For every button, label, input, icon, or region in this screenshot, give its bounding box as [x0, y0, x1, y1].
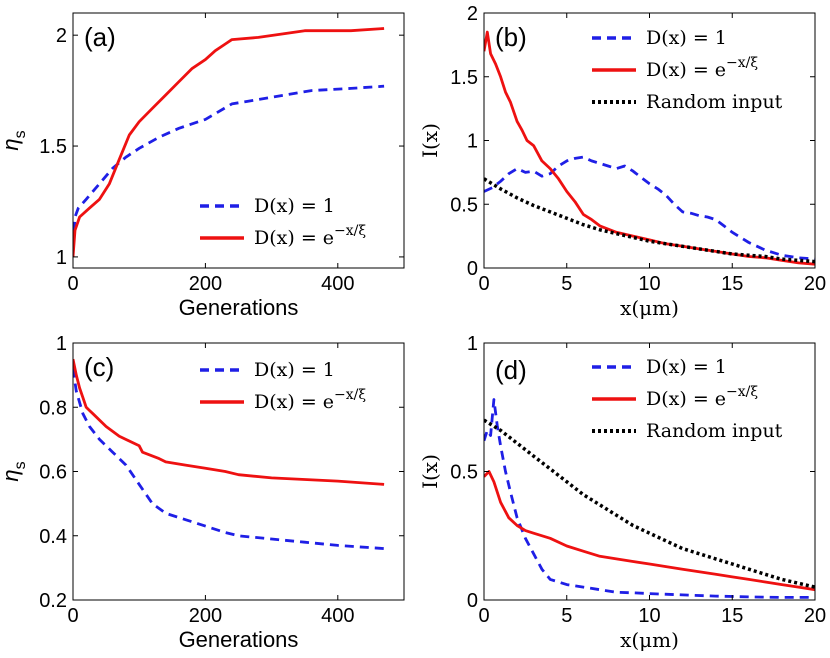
- legend-superscript: −x/ξ: [334, 387, 366, 403]
- y-tick-label: 0.5: [450, 194, 478, 216]
- y-axis-label-sub: s: [12, 130, 29, 138]
- y-axis-label: I(x): [418, 123, 442, 158]
- y-tick-label: 2: [56, 25, 67, 47]
- y-tick-label: 0.2: [39, 590, 67, 612]
- x-tick-label: 200: [189, 273, 222, 295]
- x-tick-label: 200: [189, 605, 222, 627]
- axes-frame: [72, 12, 405, 269]
- legend-superscript: −x/ξ: [726, 384, 758, 400]
- y-axis-label: ηs: [0, 130, 29, 150]
- x-axis-label: Generations: [179, 295, 299, 320]
- series-line-1: [484, 470, 815, 592]
- x-axis-label: x(μm): [620, 296, 679, 320]
- x-tick-label: 20: [804, 605, 826, 627]
- x-axis-label: Generations: [179, 627, 299, 652]
- y-tick-label: 1: [467, 131, 478, 153]
- series-line-2: [484, 177, 815, 264]
- panel-label: (a): [84, 22, 116, 52]
- x-tick-label: 400: [321, 605, 354, 627]
- series-line-2: [484, 418, 815, 589]
- x-tick-label: 0: [67, 605, 78, 627]
- legend-entry-1: D(x) = e−x/ξ: [646, 384, 758, 410]
- legend-text: D(x) = 1: [646, 356, 727, 378]
- y-axis-label: I(x): [418, 454, 442, 489]
- panel-label: (b): [495, 22, 527, 52]
- legend-text: Random input: [646, 420, 783, 442]
- y-tick-label: 1: [56, 333, 67, 355]
- panel-label: (d): [495, 355, 527, 385]
- y-tick-label: 2: [467, 3, 478, 25]
- axes-frame: [72, 342, 405, 601]
- x-tick-label: 20: [804, 273, 826, 295]
- legend-entry-0: D(x) = 1: [254, 195, 335, 217]
- x-tick-label: 10: [638, 273, 660, 295]
- series-line-1: [73, 358, 385, 486]
- panel-2: 0 200 400 0.2 0.4 0.6 0.8 1 Generations ηs (c) D(x)…: [0, 333, 405, 652]
- legend-entry-0: D(x) = 1: [254, 359, 335, 381]
- y-axis-label-main: η: [0, 469, 23, 481]
- legend-text: D(x) = e: [646, 388, 726, 410]
- x-tick-label: 15: [721, 273, 743, 295]
- y-tick-label: 1.5: [39, 136, 67, 158]
- x-tick-label: 0: [478, 273, 489, 295]
- x-axis-label: x(μm): [620, 628, 679, 652]
- y-tick-label: 1: [56, 247, 67, 269]
- axes-frame: [483, 12, 816, 269]
- series-line-1: [73, 27, 385, 258]
- panel-1: 0 5 10 15 20 0 0.5 1 1.5 2 x(μm) I(x) (b) D(x) = 1 D(x…: [418, 3, 826, 320]
- legend-entry-2: Random input: [646, 91, 783, 113]
- legend-entry-2: Random input: [646, 420, 783, 442]
- legend-text: D(x) = 1: [254, 359, 335, 381]
- y-axis-label: ηs: [0, 461, 29, 481]
- legend-text: D(x) = e: [254, 227, 334, 249]
- y-axis-label-sub: s: [12, 461, 29, 469]
- legend-text: D(x) = e: [646, 59, 726, 81]
- x-tick-label: 400: [321, 273, 354, 295]
- legend-text: Random input: [646, 91, 783, 113]
- x-tick-label: 5: [561, 273, 572, 295]
- y-tick-label: 0.6: [39, 462, 67, 484]
- axes-frame: [483, 342, 816, 601]
- y-tick-label: 1.5: [450, 67, 478, 89]
- x-tick-label: 0: [478, 605, 489, 627]
- y-tick-label: 0.5: [450, 462, 478, 484]
- y-tick-label: 0: [467, 590, 478, 612]
- legend-superscript: −x/ξ: [334, 223, 366, 239]
- y-tick-label: 0.4: [39, 526, 67, 548]
- series-line-0: [484, 155, 815, 261]
- panel-0: 0 200 400 1 1.5 2 Generations ηs (a) D(x) = 1 D(x)…: [0, 12, 405, 320]
- legend-entry-1: D(x) = e−x/ξ: [254, 387, 366, 413]
- x-tick-label: 0: [67, 273, 78, 295]
- legend-text: D(x) = 1: [646, 27, 727, 49]
- y-tick-label: 1: [467, 333, 478, 355]
- legend-entry-0: D(x) = 1: [646, 356, 727, 378]
- y-tick-label: 0.8: [39, 397, 67, 419]
- x-tick-label: 15: [721, 605, 743, 627]
- x-tick-label: 5: [561, 605, 572, 627]
- legend-entry-1: D(x) = e−x/ξ: [254, 223, 366, 249]
- series-line-0: [73, 84, 385, 246]
- x-tick-label: 10: [638, 605, 660, 627]
- y-tick-label: 0: [467, 258, 478, 280]
- series-line-0: [484, 398, 815, 599]
- legend-entry-1: D(x) = e−x/ξ: [646, 55, 758, 81]
- panel-3: 0 5 10 15 20 0 0.5 1 x(μm) I(x) (d) D(x) = 1 D(x) = …: [418, 333, 826, 652]
- legend-entry-0: D(x) = 1: [646, 27, 727, 49]
- legend-superscript: −x/ξ: [726, 55, 758, 71]
- series-line-0: [73, 368, 385, 550]
- y-axis-label-main: η: [0, 138, 23, 150]
- panel-label: (c): [84, 352, 114, 382]
- legend-text: D(x) = 1: [254, 195, 335, 217]
- legend-text: D(x) = e: [254, 391, 334, 413]
